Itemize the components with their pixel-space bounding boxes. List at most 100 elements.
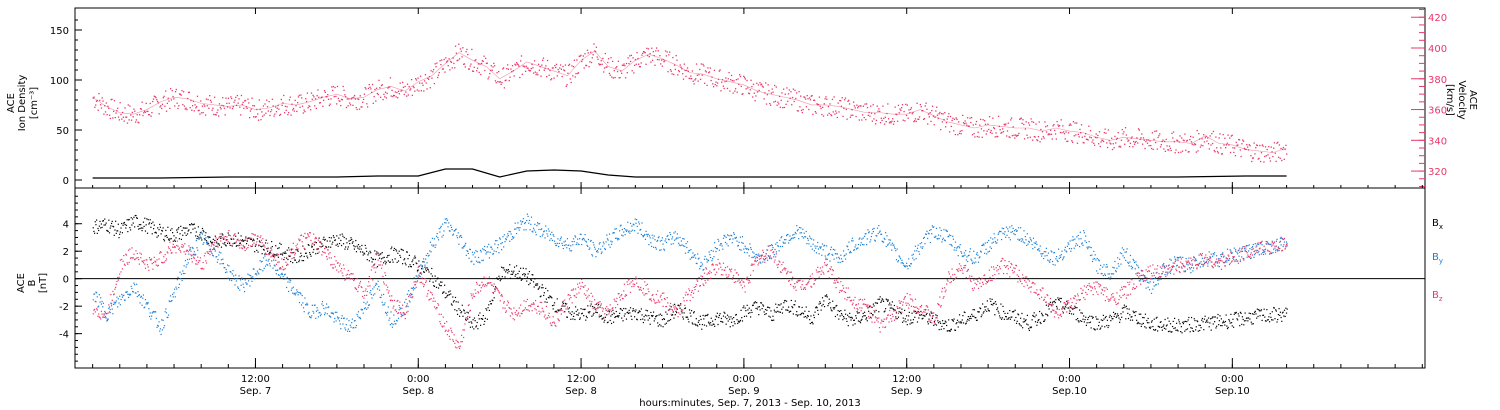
field-point-bx [1083, 315, 1085, 317]
field-point-by [510, 233, 512, 235]
field-point-bx [691, 322, 693, 324]
field-point-by [763, 259, 765, 261]
field-point-by [1036, 249, 1039, 251]
field-point-by [240, 284, 242, 286]
field-point-bx [347, 248, 349, 250]
velocity-point [382, 98, 384, 101]
field-point-bx [273, 254, 275, 256]
field-point-by [482, 248, 484, 250]
field-point-bx [1072, 313, 1075, 315]
field-point-by [983, 244, 985, 246]
velocity-point [850, 114, 852, 116]
field-point-by [589, 247, 591, 249]
field-point-bx [1157, 325, 1159, 327]
field-point-by [241, 278, 244, 280]
velocity-point [121, 118, 123, 120]
velocity-point [1205, 135, 1207, 138]
velocity-point [1253, 142, 1255, 144]
field-point-bx [901, 308, 903, 310]
field-point-bx [551, 297, 553, 299]
velocity-point [1095, 133, 1097, 135]
field-point-bx [857, 320, 860, 322]
velocity-point [367, 87, 370, 90]
field-point-by [452, 233, 455, 235]
field-point-bx [973, 309, 976, 311]
velocity-point [1041, 138, 1043, 140]
field-point-bx [1076, 307, 1078, 309]
field-point-bx [304, 252, 307, 254]
field-point-bx [401, 249, 403, 251]
velocity-point [251, 97, 253, 99]
field-point-bx [790, 299, 792, 302]
velocity-point [550, 79, 552, 81]
field-point-by [1072, 236, 1074, 238]
velocity-point [576, 59, 578, 61]
field-point-by [836, 253, 839, 255]
field-point-bx [173, 235, 175, 237]
field-point-by [200, 231, 202, 233]
velocity-point [1258, 157, 1260, 160]
field-point-bx [660, 325, 662, 327]
field-point-bx [467, 312, 469, 314]
velocity-point [579, 55, 581, 57]
field-point-by [397, 317, 400, 319]
field-point-by [368, 304, 370, 306]
field-point-bx [250, 238, 252, 240]
velocity-point [997, 135, 999, 138]
field-point-by [269, 263, 271, 265]
field-point-bx [1022, 321, 1024, 323]
velocity-point [409, 89, 411, 91]
velocity-point [988, 128, 990, 131]
field-point-by [741, 241, 743, 244]
velocity-point [358, 98, 360, 101]
field-point-bx [451, 304, 453, 306]
field-point-bx [787, 306, 790, 308]
field-point-by [583, 237, 585, 240]
field-point-bx [424, 266, 426, 268]
field-point-bx [289, 255, 291, 257]
field-point-by [357, 315, 359, 317]
top-left-axis-label-line2: Ion Density [17, 75, 28, 132]
field-point-bx [566, 316, 568, 318]
velocity-point [1198, 133, 1200, 135]
field-point-by [389, 323, 391, 326]
field-point-bx [927, 321, 929, 323]
field-point-bx [994, 301, 997, 303]
velocity-point [777, 101, 779, 103]
field-point-by [169, 295, 172, 297]
field-point-bx [954, 329, 956, 331]
field-point-by [783, 242, 785, 244]
field-point-bx [874, 311, 876, 313]
field-point-by [774, 248, 776, 251]
velocity-point [986, 130, 988, 132]
field-point-bx [988, 309, 990, 312]
velocity-point [1133, 140, 1135, 143]
field-point-bx [399, 254, 401, 257]
field-point-bx [1044, 319, 1046, 321]
field-point-by [231, 273, 233, 275]
velocity-point [502, 67, 505, 69]
field-point-by [199, 234, 201, 236]
field-point-bx [275, 245, 277, 247]
field-point-by [244, 279, 246, 281]
field-point-bx [935, 314, 937, 316]
field-point-bx [896, 318, 898, 320]
field-point-by [904, 266, 906, 268]
field-point-by [971, 262, 974, 265]
field-point-by [376, 288, 379, 290]
field-point-bx [1156, 316, 1158, 318]
velocity-point [913, 121, 915, 123]
field-point-by [243, 290, 246, 293]
velocity-point [603, 71, 605, 73]
field-point-bx [735, 314, 737, 316]
field-point-bx [256, 249, 258, 251]
velocity-point [876, 105, 878, 107]
field-point-bx [1245, 317, 1248, 319]
field-point-bx [165, 229, 167, 232]
velocity-point [818, 96, 821, 98]
field-point-bx [1032, 315, 1035, 317]
velocity-point [510, 68, 512, 70]
field-point-by [117, 298, 119, 300]
velocity-point [711, 76, 713, 78]
field-point-bx [581, 313, 583, 315]
